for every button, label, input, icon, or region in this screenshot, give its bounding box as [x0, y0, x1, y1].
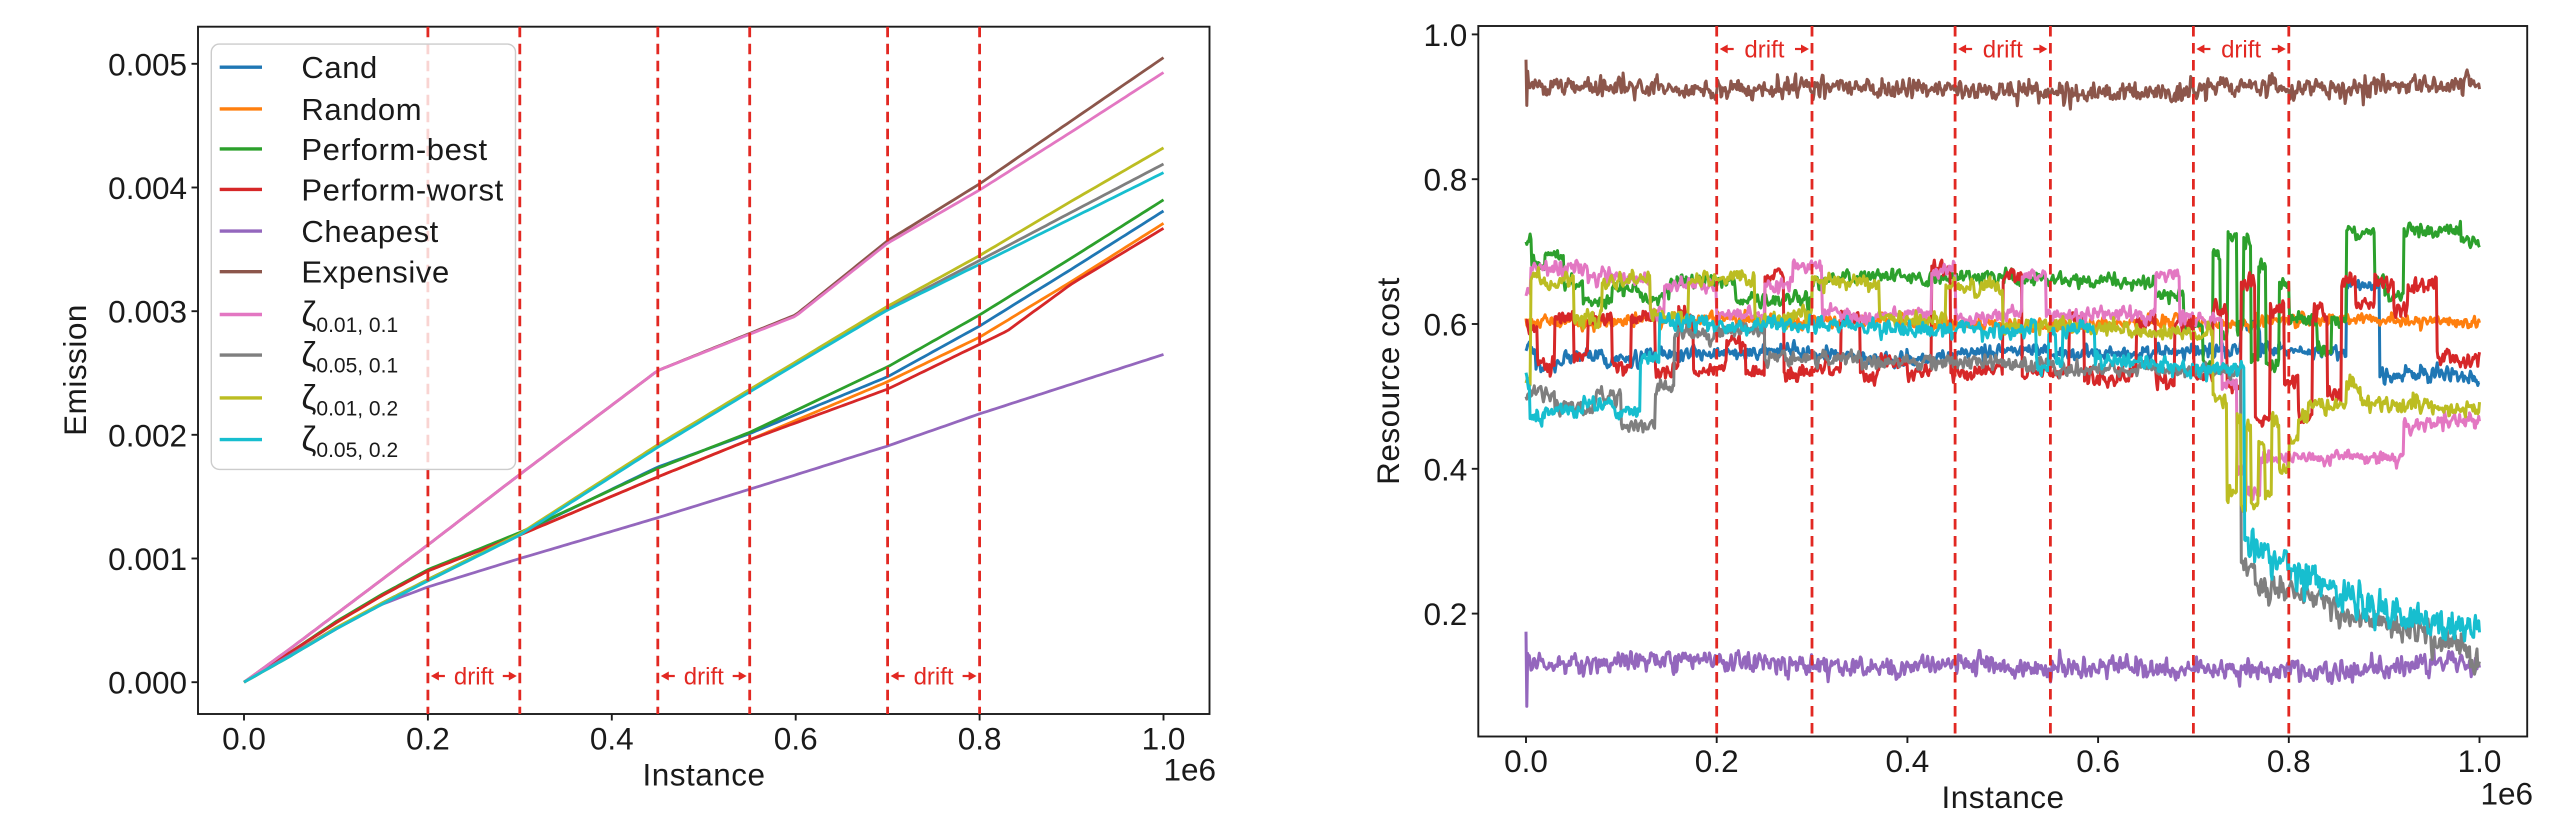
svg-text:Perform-worst: Perform-worst: [301, 172, 503, 207]
svg-text:Resource cost: Resource cost: [1370, 277, 1406, 485]
svg-text:0.2: 0.2: [1695, 743, 1739, 779]
svg-text:0.0: 0.0: [222, 721, 266, 757]
svg-text:0.6: 0.6: [1424, 307, 1468, 343]
svg-text:0.8: 0.8: [2267, 743, 2311, 779]
svg-text:Instance: Instance: [642, 757, 765, 793]
svg-text:Random: Random: [301, 92, 422, 127]
svg-text:1.0: 1.0: [1142, 721, 1186, 757]
svg-text:0.002: 0.002: [108, 417, 187, 453]
svg-text:drift: drift: [684, 664, 724, 691]
svg-text:0.4: 0.4: [1886, 743, 1930, 779]
svg-text:0.2: 0.2: [1424, 596, 1468, 632]
svg-text:Emission: Emission: [57, 304, 93, 436]
svg-text:Cand: Cand: [301, 50, 378, 85]
svg-text:drift: drift: [1744, 37, 1784, 64]
svg-text:1.0: 1.0: [1424, 17, 1468, 53]
svg-text:0.6: 0.6: [774, 721, 818, 757]
svg-text:drift: drift: [2221, 37, 2261, 64]
svg-text:1e6: 1e6: [2480, 775, 2533, 811]
svg-text:0.004: 0.004: [108, 170, 187, 206]
svg-text:Perform-best: Perform-best: [301, 132, 487, 167]
svg-text:0.000: 0.000: [108, 665, 187, 701]
svg-text:Cheapest: Cheapest: [301, 214, 439, 249]
svg-text:1.0: 1.0: [2458, 743, 2502, 779]
svg-text:drift: drift: [914, 664, 954, 691]
svg-text:Instance: Instance: [1941, 779, 2064, 815]
svg-text:0.005: 0.005: [108, 46, 187, 82]
svg-text:0.003: 0.003: [108, 294, 187, 330]
svg-text:drift: drift: [454, 664, 494, 691]
svg-text:0.8: 0.8: [1424, 162, 1468, 198]
svg-text:1e6: 1e6: [1163, 752, 1216, 788]
svg-text:0.4: 0.4: [1424, 451, 1468, 487]
svg-text:0.4: 0.4: [590, 721, 634, 757]
svg-text:0.0: 0.0: [1504, 743, 1548, 779]
svg-text:Expensive: Expensive: [301, 255, 449, 290]
svg-text:drift: drift: [1983, 37, 2023, 64]
svg-text:0.001: 0.001: [108, 541, 187, 577]
svg-text:0.2: 0.2: [406, 721, 450, 757]
svg-text:0.6: 0.6: [2076, 743, 2120, 779]
svg-text:0.8: 0.8: [958, 721, 1002, 757]
